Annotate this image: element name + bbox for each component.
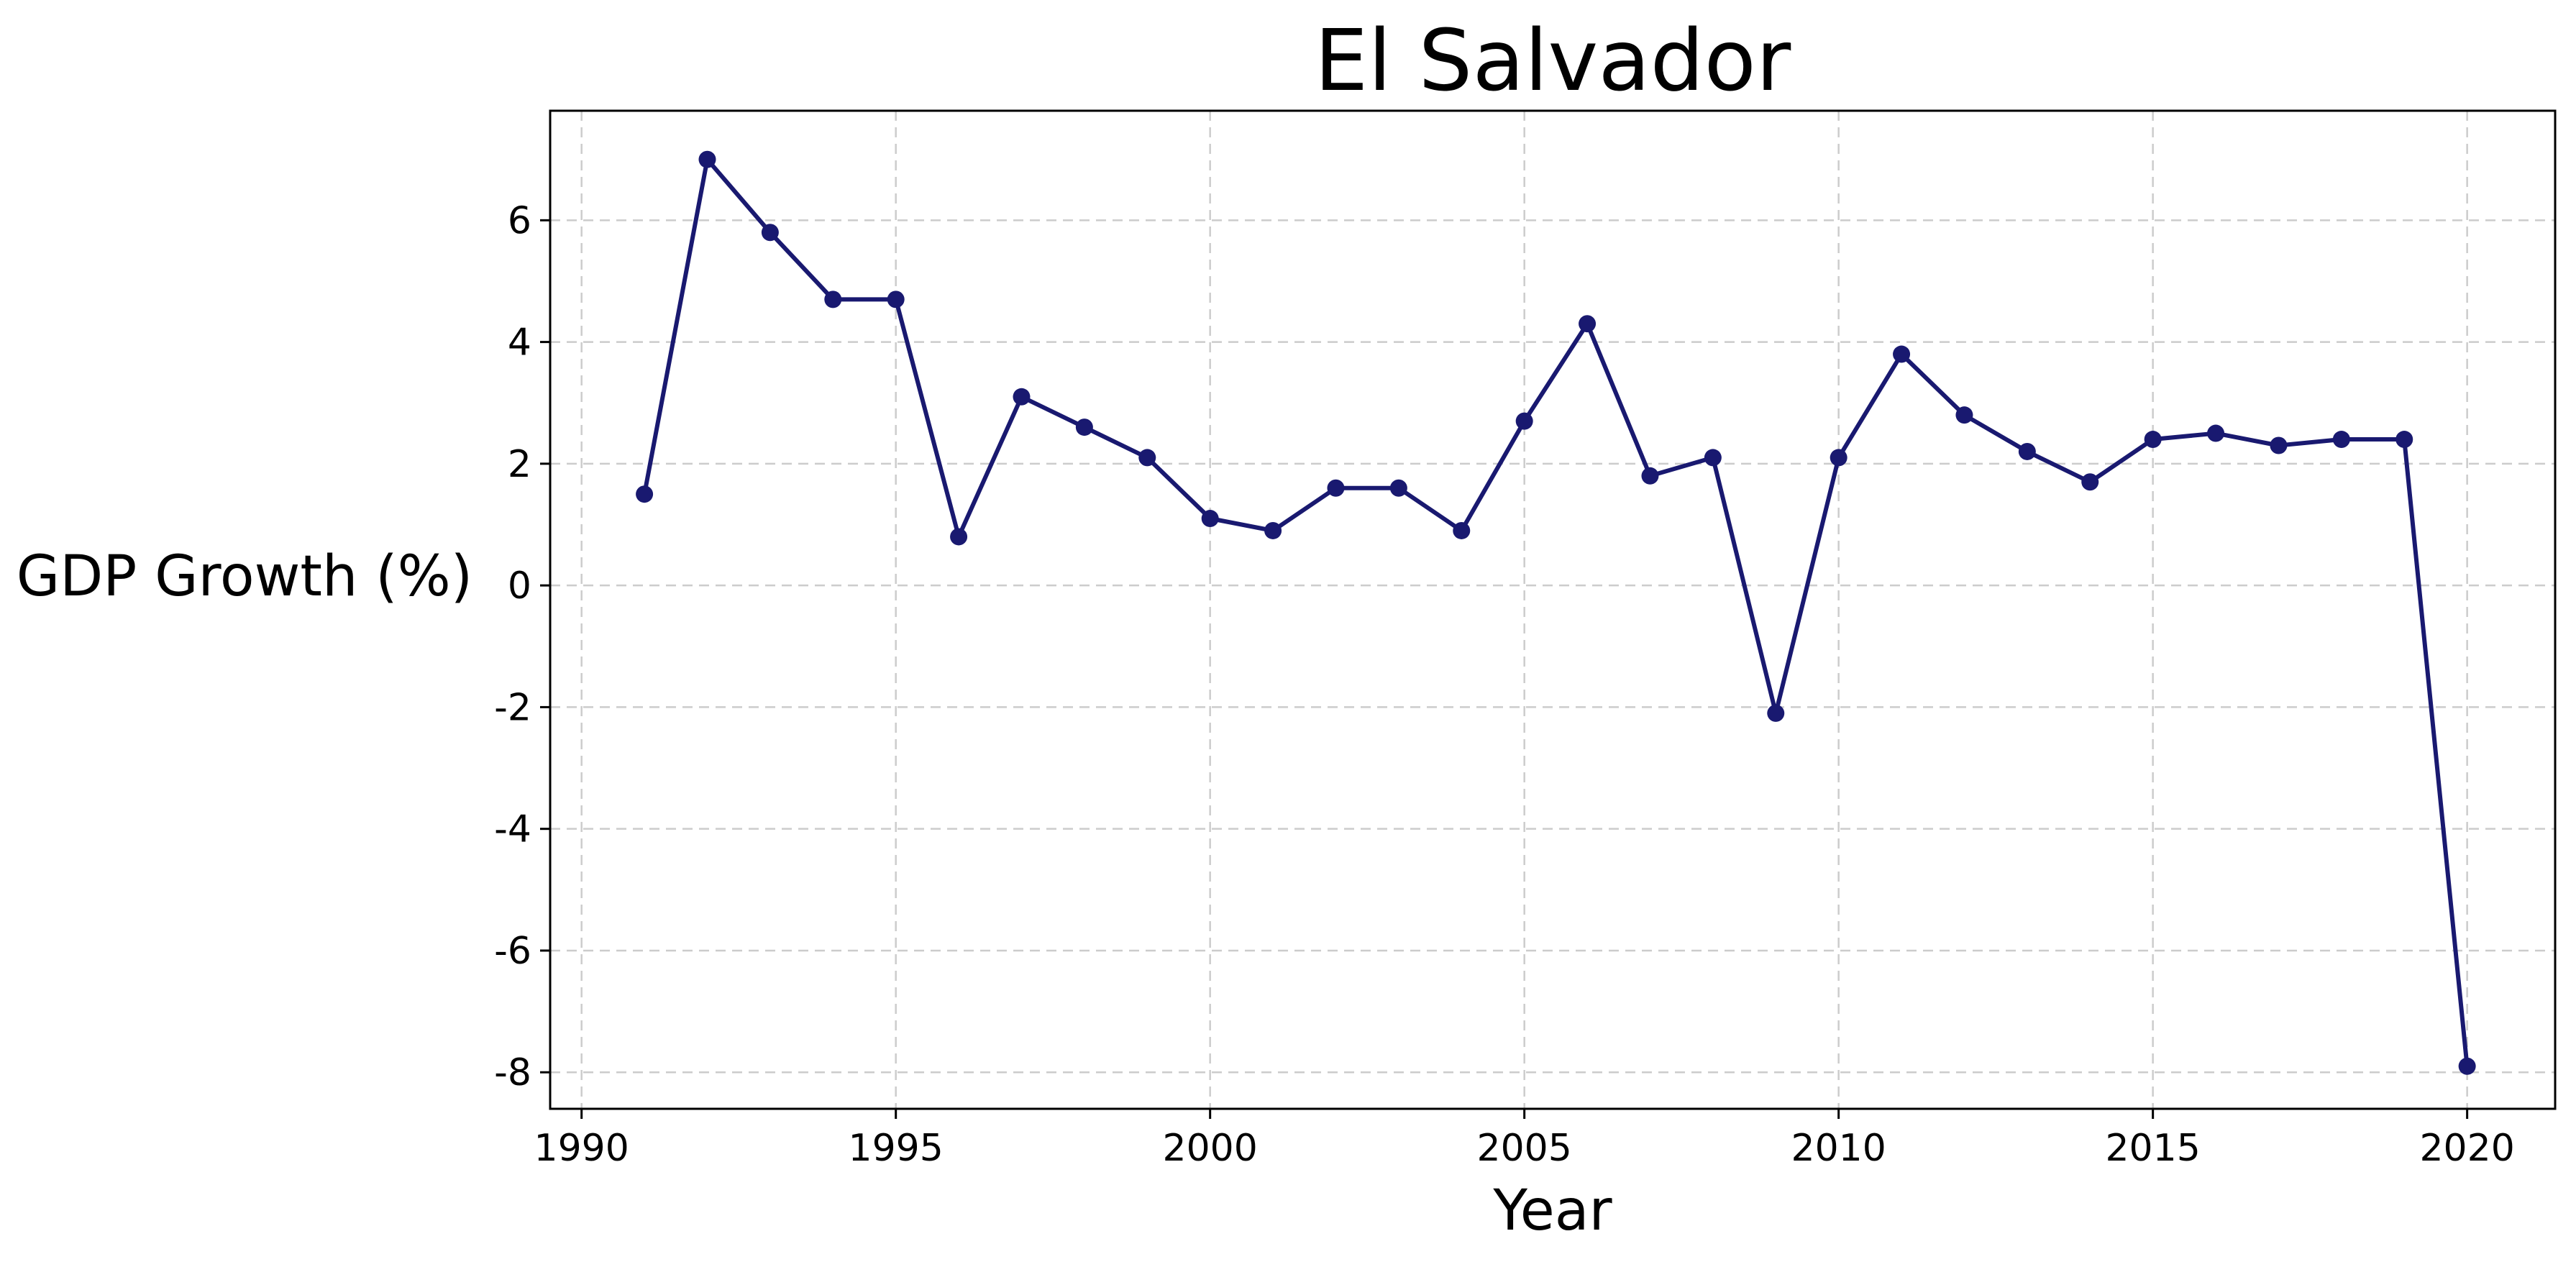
x-tick-label: 2005 <box>1476 1127 1571 1170</box>
data-point <box>2332 431 2350 449</box>
y-tick-label: 6 <box>508 199 531 242</box>
y-tick-label: -6 <box>494 930 531 973</box>
data-point <box>1138 449 1156 467</box>
x-tick-label: 2020 <box>2419 1127 2514 1170</box>
series-line <box>642 157 2470 1069</box>
series-gdp-growth <box>636 150 2476 1075</box>
data-point <box>2081 473 2099 491</box>
x-tick-label: 1995 <box>849 1127 944 1170</box>
data-point <box>2144 431 2162 449</box>
y-axis-label: GDP Growth (%) <box>17 544 472 609</box>
grid <box>550 111 2555 1109</box>
data-point <box>1955 406 1973 424</box>
data-point <box>1767 704 1785 722</box>
x-tick-label: 1990 <box>534 1127 629 1170</box>
data-point <box>1389 479 1407 497</box>
data-point <box>887 291 905 308</box>
y-tick-label: 0 <box>508 564 531 608</box>
axis-ticks: 1990 1995 2000 2005 2010 2015 2020 -8 -6 -4 -2 0 2 4 6 <box>494 199 2515 1170</box>
y-tick-label: -8 <box>494 1051 531 1094</box>
data-point <box>950 528 968 546</box>
data-point <box>2207 424 2225 442</box>
data-point <box>2270 436 2288 454</box>
data-point <box>1830 449 1847 467</box>
data-point <box>1704 449 1722 467</box>
data-point <box>824 291 842 308</box>
data-point <box>1893 345 1911 363</box>
y-tick-label: 4 <box>508 321 531 365</box>
data-point <box>1579 315 1597 333</box>
data-point <box>1075 418 1093 436</box>
data-point <box>1013 388 1031 406</box>
x-tick-label: 2015 <box>2105 1127 2200 1170</box>
data-point <box>698 150 716 168</box>
data-point <box>2018 442 2036 460</box>
y-tick-label: -2 <box>494 686 531 729</box>
x-tick-label: 2010 <box>1791 1127 1886 1170</box>
data-point <box>1515 412 1533 430</box>
data-point <box>761 224 779 242</box>
chart-title: El Salvador <box>1315 11 1791 110</box>
data-point <box>1327 479 1345 497</box>
plot-area <box>549 109 2557 1110</box>
x-axis-label: Year <box>1492 1179 1612 1243</box>
data-point <box>1201 510 1219 528</box>
data-point <box>2458 1057 2476 1075</box>
y-tick-label: 2 <box>508 443 531 486</box>
data-point <box>1453 521 1471 539</box>
data-point <box>636 485 654 503</box>
y-tick-label: -4 <box>494 808 531 851</box>
data-point <box>1264 521 1282 539</box>
x-tick-label: 2000 <box>1163 1127 1258 1170</box>
data-point <box>2395 431 2413 449</box>
data-point <box>1641 467 1659 485</box>
